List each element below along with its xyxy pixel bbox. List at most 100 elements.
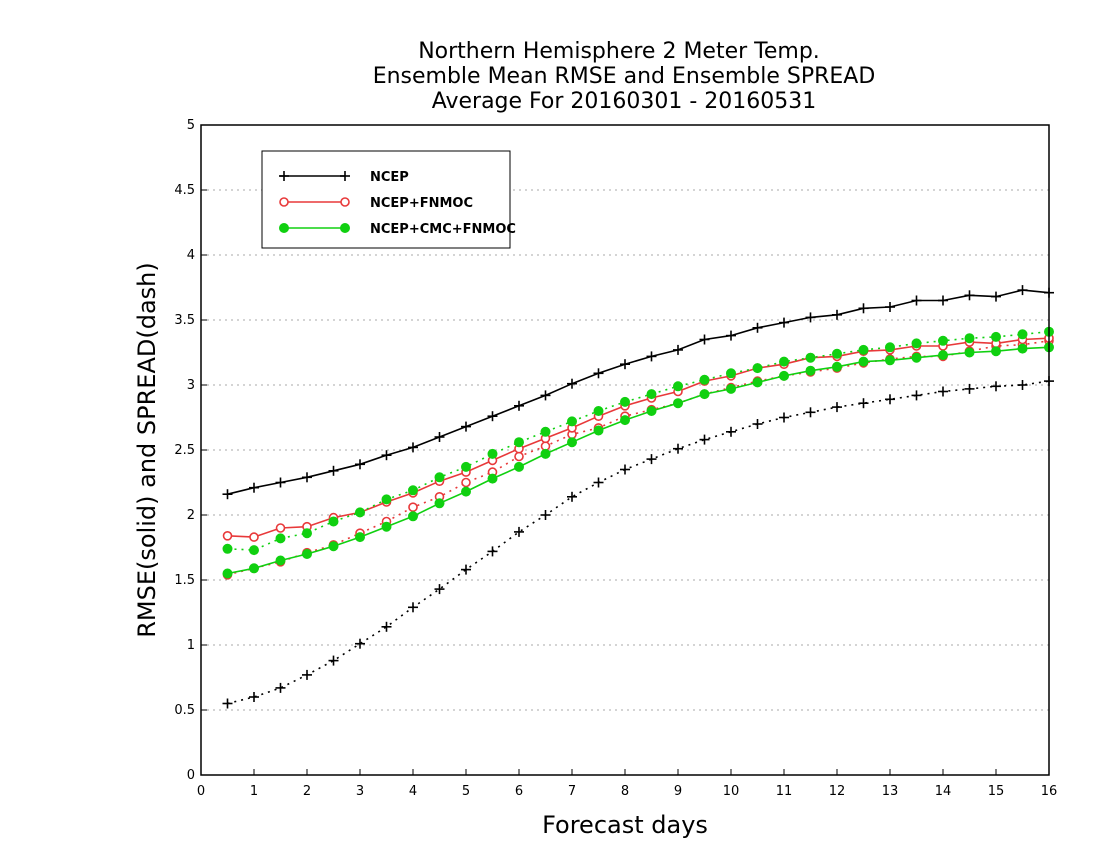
- data-point-rmse: [381, 521, 392, 532]
- data-point-spread: [408, 485, 418, 496]
- legend-marker: [279, 197, 289, 207]
- data-point-spread: [302, 669, 312, 680]
- data-point-rmse: [938, 350, 948, 361]
- data-point-rmse: [355, 459, 365, 470]
- data-point-spread: [302, 528, 312, 539]
- y-tick-label: 2: [187, 508, 195, 523]
- series-layer: [222, 285, 1054, 709]
- series-line-rmse: [227, 346, 1050, 575]
- data-point-rmse: [275, 477, 286, 488]
- title-line-2: Ensemble Mean RMSE and Ensemble SPREAD: [373, 64, 876, 89]
- data-point-spread: [620, 464, 630, 475]
- data-point-spread: [593, 477, 604, 488]
- series-line-spread: [227, 380, 1050, 705]
- data-point-rmse: [249, 563, 259, 574]
- y-tick-label: 0: [187, 768, 195, 783]
- y-tick-label: 0.5: [174, 703, 195, 718]
- data-point-rmse: [567, 378, 577, 389]
- data-point-rmse: [646, 406, 657, 416]
- data-point-spread: [275, 682, 286, 693]
- y-tick-label: 5: [187, 118, 195, 133]
- data-point-rmse: [646, 351, 657, 362]
- data-point-rmse: [222, 530, 233, 541]
- data-point-rmse: [222, 568, 233, 579]
- data-point-rmse: [1017, 343, 1028, 354]
- data-point-rmse: [911, 352, 922, 363]
- y-tick-label: 3.5: [174, 313, 195, 328]
- data-point-spread: [434, 584, 445, 595]
- data-point-spread: [249, 692, 259, 702]
- data-point-rmse: [593, 368, 604, 379]
- y-tick-label: 1: [187, 638, 195, 653]
- data-point-spread: [381, 494, 392, 505]
- data-point-rmse: [991, 346, 1001, 357]
- data-point-spread: [885, 394, 895, 405]
- data-point-rmse: [434, 498, 445, 509]
- data-point-rmse: [275, 523, 286, 533]
- x-tick-label: 7: [568, 784, 576, 799]
- data-point-spread: [673, 443, 683, 454]
- series-line-rmse: [227, 289, 1050, 495]
- data-point-spread: [514, 451, 524, 462]
- x-tick-label: 4: [409, 784, 417, 799]
- data-point-spread: [938, 335, 948, 346]
- data-point-rmse: [328, 465, 339, 476]
- data-point-rmse: [487, 473, 498, 484]
- data-point-rmse: [805, 312, 816, 323]
- legend-marker: [340, 197, 350, 207]
- title-line-3: Average For 20160301 - 20160531: [432, 89, 817, 114]
- data-point-spread: [779, 356, 789, 367]
- data-point-spread: [991, 331, 1001, 342]
- data-point-rmse: [461, 421, 471, 432]
- data-point-spread: [487, 546, 498, 557]
- data-point-spread: [805, 407, 816, 418]
- data-point-rmse: [752, 377, 763, 388]
- data-point-spread: [222, 543, 233, 554]
- data-point-spread: [911, 338, 922, 349]
- data-point-spread: [779, 412, 789, 423]
- data-point-spread: [832, 348, 842, 359]
- data-point-rmse: [249, 482, 259, 493]
- x-tick-label: 9: [674, 784, 682, 799]
- data-point-spread: [355, 507, 365, 518]
- data-point-rmse: [779, 370, 789, 381]
- y-tick-label: 3: [187, 378, 195, 393]
- chart-title: Northern Hemisphere 2 Meter Temp. Ensemb…: [373, 39, 876, 114]
- data-point-rmse: [408, 511, 418, 522]
- data-point-rmse: [911, 295, 922, 306]
- data-point-spread: [858, 344, 869, 355]
- data-point-spread: [514, 437, 524, 448]
- y-tick-label: 4: [187, 248, 195, 263]
- data-point-rmse: [673, 344, 683, 355]
- data-point-rmse: [699, 334, 710, 345]
- data-point-spread: [328, 655, 339, 666]
- legend-marker: [340, 171, 350, 181]
- legend-label: NCEP+FNMOC: [370, 196, 473, 211]
- x-tick-label: 10: [723, 784, 740, 799]
- data-point-spread: [593, 406, 604, 416]
- data-point-spread: [461, 477, 471, 488]
- y-tick-label: 2.5: [174, 443, 195, 458]
- legend: NCEP NCEP+FNMOC NCEP+CMC+FNMOC: [261, 150, 516, 249]
- data-point-spread: [938, 386, 948, 397]
- y-tick-label: 1.5: [174, 573, 195, 588]
- x-tick-label: 13: [882, 784, 899, 799]
- data-point-rmse: [1017, 285, 1028, 296]
- data-point-rmse: [302, 472, 312, 483]
- data-point-rmse: [593, 425, 604, 436]
- legend-marker: [279, 171, 289, 181]
- legend-marker: [340, 223, 350, 233]
- data-point-spread: [752, 363, 763, 374]
- data-point-spread: [832, 402, 842, 413]
- data-point-rmse: [222, 489, 233, 500]
- data-point-rmse: [487, 411, 498, 422]
- x-tick-label: 5: [462, 784, 470, 799]
- data-point-spread: [275, 533, 286, 544]
- data-point-rmse: [249, 532, 259, 542]
- data-point-spread: [726, 426, 736, 437]
- x-tick-label: 3: [356, 784, 364, 799]
- y-tick-label: 4.5: [174, 183, 195, 198]
- data-point-spread: [540, 510, 551, 520]
- data-point-rmse: [885, 355, 895, 366]
- tick-layer: 00.511.522.533.544.550 1 2 3 4 5 6 7 8 9 10 11 12 13 1…: [174, 118, 1057, 799]
